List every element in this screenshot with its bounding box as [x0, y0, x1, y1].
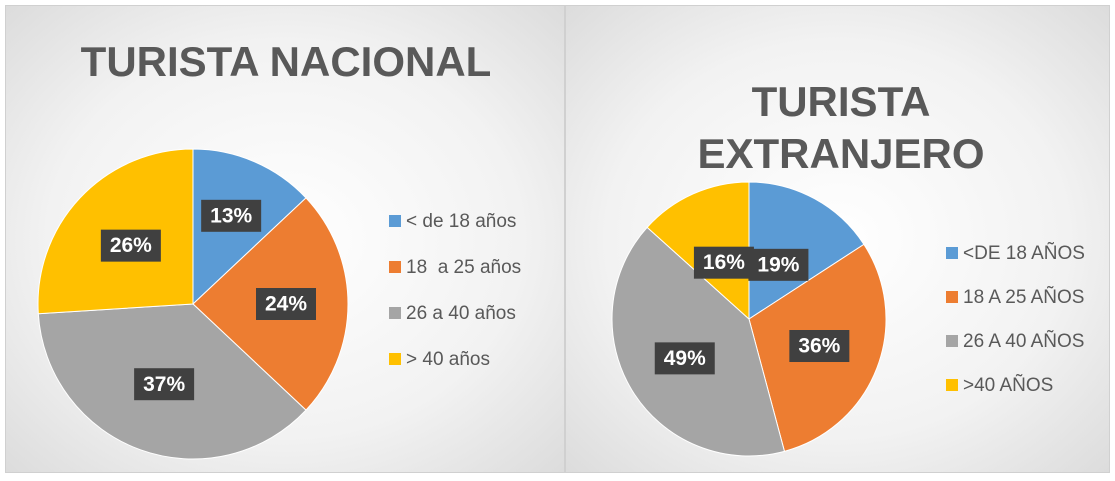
legend-swatch	[389, 261, 401, 273]
legend-label: 18 a 25 años	[406, 257, 521, 278]
data-label: 36%	[798, 335, 840, 358]
legend-label: <DE 18 AÑOS	[963, 242, 1085, 264]
legend-swatch	[946, 335, 958, 347]
data-label: 49%	[664, 347, 706, 370]
chart-title: TURISTA EXTRANJERO	[697, 78, 985, 177]
pie-slice	[611, 226, 786, 457]
label-box	[100, 229, 161, 262]
label-box	[256, 288, 316, 320]
label-box	[201, 199, 262, 232]
chart-panel: TURISTA EXTRANJERO 19% 36% 49% 16% <DE 18 AÑ…	[565, 5, 1110, 473]
legend-label: 26 a 40 años	[406, 303, 516, 324]
legend-label: > 40 años	[406, 349, 490, 370]
legend-label: >40 AÑOS	[963, 374, 1053, 396]
legend-swatch	[946, 379, 958, 391]
chart: 13% 24% 37% 26% < de 18 años 18 a 25 años 26 a…	[37, 148, 521, 460]
data-label: 26%	[110, 234, 152, 257]
data-label: 37%	[143, 373, 185, 396]
legend-swatch	[389, 353, 401, 365]
label-box	[654, 342, 715, 375]
legend-label: 26 A 40 AÑOS	[963, 330, 1084, 352]
legend-swatch	[946, 291, 958, 303]
chart: 19% 36% 49% 16% <DE 18 AÑOS 18 A 25 AÑOS 26 A …	[611, 181, 1085, 457]
label-box	[693, 246, 754, 279]
chart-panel: TURISTA NACIONAL 13% 24% 37% 26% < de 18 año…	[5, 5, 565, 473]
data-label: 24%	[265, 293, 307, 316]
data-label: 16%	[703, 251, 745, 274]
label-box	[789, 330, 850, 363]
legend-label: < de 18 años	[406, 211, 516, 232]
label-box	[748, 248, 809, 281]
label-box	[134, 368, 195, 401]
legend-label: 18 A 25 AÑOS	[963, 286, 1084, 308]
chart-title: TURISTA NACIONAL	[80, 38, 492, 85]
legend-swatch	[946, 247, 958, 259]
data-label: 13%	[210, 204, 252, 227]
data-label: 19%	[757, 253, 799, 276]
legend-swatch	[389, 215, 401, 227]
legend-swatch	[389, 307, 401, 319]
